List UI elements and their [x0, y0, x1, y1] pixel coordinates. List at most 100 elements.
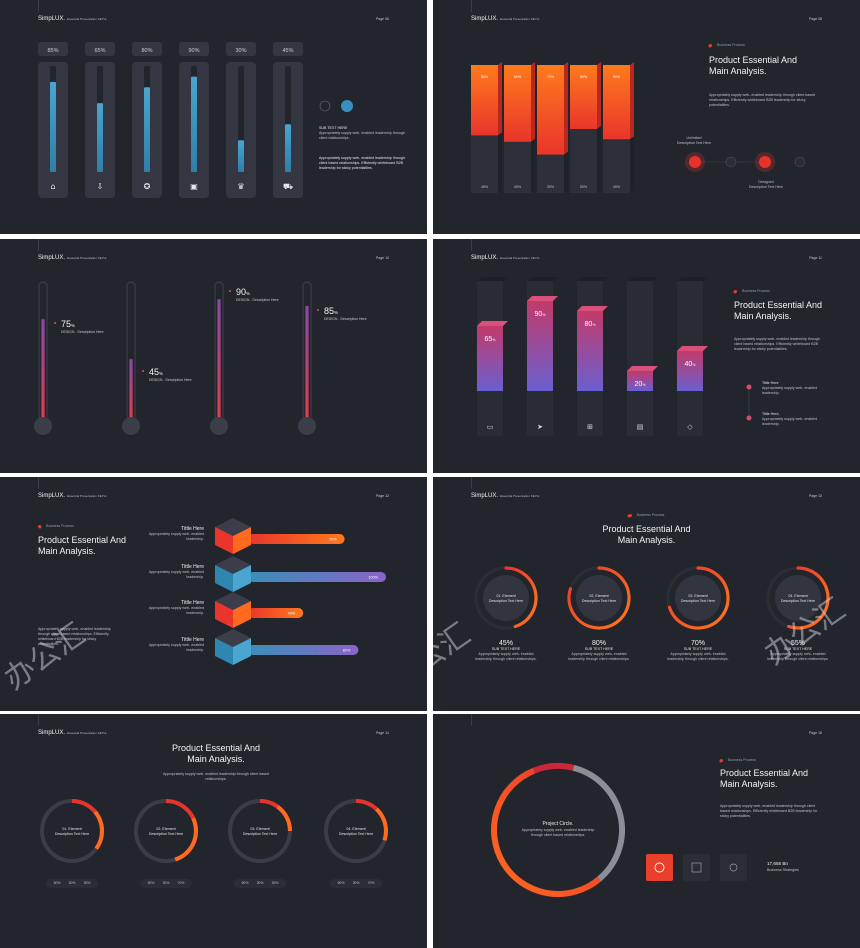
page-number: Page 12	[375, 494, 389, 498]
title-line-2: Main Analysis.	[617, 535, 676, 545]
graduation-cap-icon: ✪	[144, 182, 151, 191]
pillar-fill	[577, 311, 603, 391]
label-pill	[85, 42, 115, 56]
label-pill	[226, 42, 256, 56]
stat-value: 70%	[177, 881, 185, 885]
bar-track	[248, 572, 386, 582]
bar-top-side	[498, 62, 502, 136]
bar-track	[248, 645, 359, 655]
pillar-fill-top	[477, 321, 508, 326]
settings-icon-tile	[646, 854, 673, 881]
circle-segment	[532, 763, 575, 774]
sub-text: Appropriately supply web- enabled leader…	[568, 652, 630, 661]
ring-progress	[787, 566, 830, 630]
pillar-fill-top	[577, 306, 608, 311]
value-label: 85%	[47, 48, 58, 54]
circle-text: Appropriately supply web- enabled leader…	[521, 828, 595, 837]
ring-progress	[567, 566, 631, 630]
title-line-1: Product Essential And	[38, 535, 127, 545]
pillar-top	[527, 277, 559, 281]
bar-top	[570, 65, 597, 129]
bar-top	[537, 65, 564, 155]
cube-left	[215, 527, 233, 554]
value-label: 30%	[235, 48, 246, 54]
cube-right	[233, 601, 251, 628]
pillar-fill	[627, 371, 653, 391]
value-label: 40%	[685, 361, 696, 368]
ring-progress	[504, 566, 538, 629]
bulb	[298, 417, 316, 435]
body-text: Appropriately supply web- enabled leader…	[38, 627, 111, 646]
download-icon: ⇩	[97, 182, 104, 191]
value-label: 45%	[149, 367, 163, 377]
car-icon	[794, 156, 806, 168]
bottom-label: 40%	[514, 185, 522, 189]
right-caption-2: Description Text Here	[748, 185, 784, 189]
circle-segment	[572, 764, 625, 882]
column-fill	[238, 140, 244, 172]
item-text: Appropriately supply web- enabled leader…	[148, 570, 204, 579]
slide-page-11: SimpLUX. Essential Presentation KEYv1 Pag…	[433, 239, 860, 473]
bar-top	[504, 65, 531, 142]
circle-line-2: Description Text Here	[680, 599, 716, 603]
brand-divider	[38, 239, 39, 251]
ring-core	[775, 575, 821, 621]
value-label: 70%	[691, 640, 705, 647]
sub-title: SUB TEXT HERE	[584, 647, 614, 651]
gift-icon: ⊞	[587, 423, 593, 431]
description: DESIGN - Description Here	[324, 317, 367, 321]
marker-dot	[229, 290, 231, 292]
marker-dot	[142, 370, 144, 372]
column-fill	[97, 103, 103, 172]
page-number: Page 08	[808, 17, 822, 21]
bar-top	[471, 65, 498, 136]
value-label: 45%	[282, 48, 293, 54]
title-line-1: Product Essential And	[709, 55, 798, 65]
stat-value: 30%	[68, 881, 76, 885]
label-pill	[179, 42, 209, 56]
brand: SimpLUX. Essential Presentation KEYv1	[38, 730, 107, 736]
bar-track	[248, 534, 345, 544]
paper-plane-icon: ➤	[537, 423, 543, 431]
circle-line-2: Description Text Here	[581, 599, 617, 603]
stat-label: Business Strategies	[767, 868, 799, 872]
stat-pill	[330, 879, 382, 888]
stat-value: 50%	[337, 881, 345, 885]
kicker: Business Process	[709, 43, 745, 47]
horizontal-cube-bar-chart: 70% 100% 40% 80%	[38, 518, 386, 665]
description: DESIGN - Description Here	[61, 330, 104, 334]
camera-icon-tile	[720, 854, 747, 881]
stat-pill	[46, 879, 98, 888]
cube-left	[215, 565, 233, 592]
cube-right	[233, 565, 251, 592]
label-pill	[38, 42, 68, 56]
circle-line-2: Description Text Here	[242, 832, 278, 836]
value-label: 80%	[592, 640, 606, 647]
bar-top-side	[630, 62, 634, 140]
value-label: 75%	[61, 319, 75, 329]
circle-line-1: 02. Element	[589, 594, 609, 598]
gear-icon	[689, 156, 701, 168]
bulb	[34, 417, 52, 435]
pillar-shell	[627, 281, 653, 436]
item-text: Appropriately supply web- enabled leader…	[148, 532, 204, 541]
kicker: Business Process	[433, 513, 860, 517]
stat-value: 30%	[83, 881, 91, 885]
value-label: 70%	[329, 538, 337, 542]
project-circle-chart	[491, 759, 747, 897]
bar-top	[603, 65, 630, 140]
ring-core	[675, 575, 721, 621]
sub-text: Appropriately supply web- enabled leader…	[319, 131, 405, 140]
circle-line-2: Description Text Here	[54, 832, 90, 836]
circle-line-1: 03. Element	[688, 594, 708, 598]
brand-divider	[471, 239, 472, 251]
stat-value: 30%	[256, 881, 264, 885]
bottom-label: 30%	[547, 185, 555, 189]
calendar-icon-tile	[683, 854, 710, 881]
page-number: Page 14	[375, 731, 389, 735]
page-number: Page 11	[809, 256, 822, 260]
column-fill	[285, 124, 291, 172]
item-text: Appropriately supply web- enabled leader…	[148, 643, 204, 652]
slide-page-13: SimpLUX. Essential Presentation KEYv1 Pag…	[433, 477, 860, 711]
item-2-text: Appropriately supply web- enabled leader…	[762, 417, 818, 426]
